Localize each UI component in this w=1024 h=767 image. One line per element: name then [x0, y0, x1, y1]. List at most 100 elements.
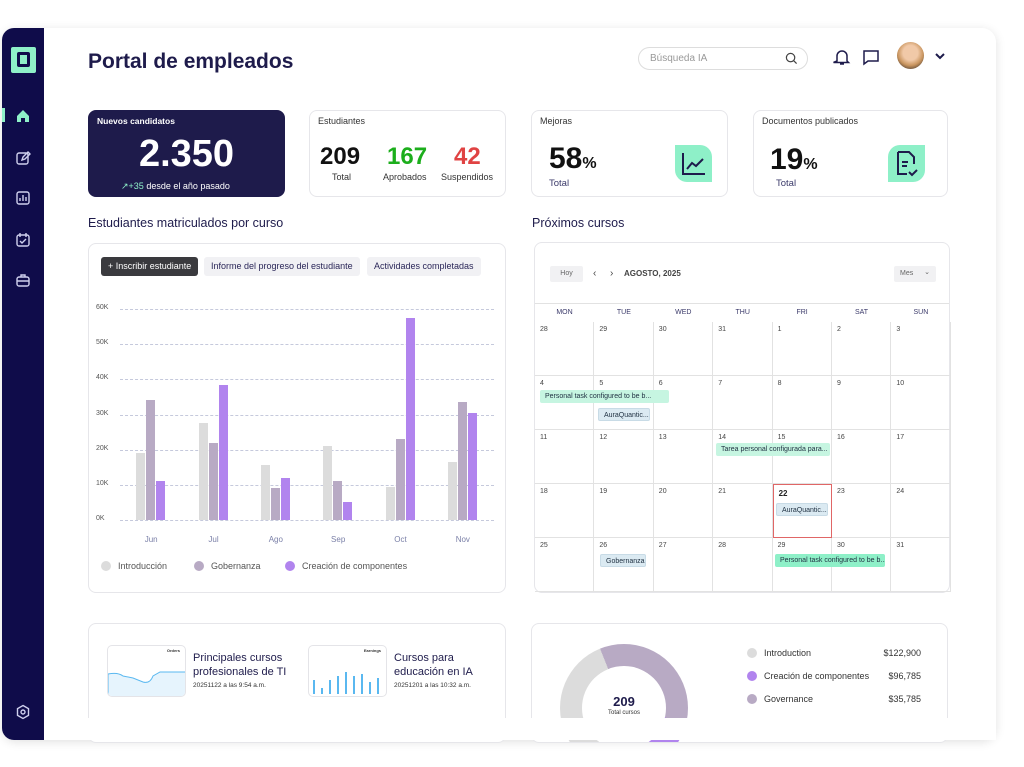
- bar-gobernanza-ago[interactable]: [270, 488, 280, 520]
- calendar-event[interactable]: Personal task configured to be b...: [775, 554, 885, 567]
- calendar-day[interactable]: 27: [653, 538, 714, 592]
- settings-icon[interactable]: [15, 704, 31, 720]
- calendar-day[interactable]: 6: [653, 376, 714, 430]
- calendar-event[interactable]: Gobernanza: [600, 554, 646, 567]
- calendar-day[interactable]: 4: [535, 376, 595, 430]
- calendar-day[interactable]: 2: [832, 322, 892, 376]
- bar-creación-de-componentes-nov[interactable]: [467, 412, 477, 520]
- calendar-day[interactable]: 25: [535, 538, 595, 592]
- avatar[interactable]: [897, 42, 924, 69]
- legend-swatch: [747, 694, 757, 704]
- calendar-day[interactable]: 28: [535, 322, 595, 376]
- calendar-day[interactable]: 15: [772, 430, 832, 484]
- calendar-day[interactable]: 10: [891, 376, 951, 430]
- documents-card: Documentos publicados 19% Total: [753, 110, 948, 197]
- weekday-header: SUN: [913, 309, 929, 316]
- bar-gobernanza-nov[interactable]: [457, 402, 467, 520]
- course-title[interactable]: Principales cursos profesionales de TI: [193, 652, 287, 678]
- calendar-day[interactable]: 31: [891, 538, 951, 592]
- bell-icon[interactable]: [833, 48, 851, 66]
- calendar-day[interactable]: 7: [713, 376, 773, 430]
- bar-gobernanza-oct[interactable]: [395, 439, 405, 520]
- donut-legend-value: $96,785: [888, 671, 921, 681]
- search-placeholder: Búsqueda IA: [650, 53, 708, 64]
- trend-up-icon: ↗: [121, 181, 129, 191]
- calendar-day[interactable]: 21: [713, 484, 773, 538]
- calendar-day[interactable]: 26: [594, 538, 654, 592]
- calendar-day[interactable]: 12: [594, 430, 654, 484]
- course-thumbnail[interactable]: Earnings: [308, 645, 387, 697]
- day-number: 4: [540, 380, 544, 387]
- calendar-day[interactable]: 14: [713, 430, 773, 484]
- view-select-value: Mes: [900, 270, 914, 277]
- calendar-event[interactable]: Personal task configured to be b...: [540, 390, 669, 403]
- bar-introducción-nov[interactable]: [447, 461, 457, 520]
- calendar-day[interactable]: 30: [653, 322, 714, 376]
- search-input[interactable]: Búsqueda IA: [638, 47, 808, 70]
- calendar-day[interactable]: 28: [713, 538, 773, 592]
- edit-icon[interactable]: [15, 150, 31, 166]
- calendar-event[interactable]: AuraQuantic...: [776, 503, 828, 516]
- bar-introducción-oct[interactable]: [385, 486, 395, 520]
- y-tick-label: 40K: [96, 374, 109, 382]
- y-tick-label: 60K: [96, 304, 109, 311]
- gridline: [120, 449, 494, 451]
- prev-month-button[interactable]: ‹: [593, 268, 597, 279]
- bar-creación-de-componentes-jul[interactable]: [218, 384, 228, 520]
- bar-introducción-jun[interactable]: [136, 453, 146, 520]
- calendar-day[interactable]: 3: [891, 322, 951, 376]
- legend-item: Gobernanza: [194, 561, 261, 571]
- calendar-day[interactable]: 11: [535, 430, 595, 484]
- chevron-down-icon[interactable]: [934, 51, 946, 61]
- next-month-button[interactable]: ›: [610, 268, 614, 279]
- enroll-student-button[interactable]: + Inscribir estudiante: [101, 257, 199, 276]
- students-card: Estudiantes 209 Total 167 Aprobados 42 S…: [309, 110, 506, 197]
- total-label: Total: [549, 178, 570, 189]
- calendar-event[interactable]: AuraQuantic...: [598, 408, 650, 421]
- chat-icon[interactable]: [862, 48, 880, 66]
- bar-creación-de-componentes-oct[interactable]: [405, 317, 415, 520]
- course-thumbnail[interactable]: Orders: [107, 645, 186, 697]
- line-chart-icon: [675, 145, 712, 182]
- reports-icon[interactable]: [15, 190, 31, 206]
- bar-creación-de-componentes-jun[interactable]: [156, 481, 166, 520]
- calendar-icon[interactable]: [15, 232, 31, 248]
- calendar-day[interactable]: 24: [891, 484, 951, 538]
- documents-value: 19: [770, 143, 804, 176]
- bar-introducción-ago[interactable]: [260, 465, 270, 520]
- calendar-day[interactable]: 20: [653, 484, 714, 538]
- calendar-day[interactable]: 31: [713, 322, 773, 376]
- today-button[interactable]: Hoy: [550, 266, 583, 282]
- bar-gobernanza-jun[interactable]: [146, 400, 156, 520]
- search-icon[interactable]: [785, 52, 798, 65]
- calendar-day[interactable]: 17: [891, 430, 951, 484]
- bar-gobernanza-jul[interactable]: [208, 443, 218, 520]
- calendar-day[interactable]: 5: [594, 376, 654, 430]
- progress-report-button[interactable]: Informe del progreso del estudiante: [204, 257, 360, 276]
- bar-creación-de-componentes-sep[interactable]: [343, 502, 353, 520]
- bar-introducción-jul[interactable]: [198, 423, 208, 520]
- calendar-day[interactable]: 16: [832, 430, 892, 484]
- calendar-day[interactable]: 13: [653, 430, 714, 484]
- calendar-event[interactable]: Tarea personal configurada para...: [716, 443, 830, 456]
- calendar-day[interactable]: 18: [535, 484, 595, 538]
- calendar-day-today[interactable]: 22: [772, 484, 832, 538]
- x-tick-label: Jul: [208, 535, 219, 544]
- calendar-day[interactable]: 1: [772, 322, 832, 376]
- view-select[interactable]: Mes ⌄: [894, 266, 936, 282]
- bar-creación-de-componentes-ago[interactable]: [280, 477, 290, 520]
- home-icon[interactable]: [15, 108, 31, 124]
- calendar-day[interactable]: 19: [594, 484, 654, 538]
- calendar-day[interactable]: 23: [832, 484, 892, 538]
- briefcase-icon[interactable]: [15, 272, 31, 288]
- failed-label: Suspendidos: [441, 172, 494, 182]
- bar-gobernanza-sep[interactable]: [333, 481, 343, 520]
- course-title[interactable]: Cursos para educación en IA: [394, 652, 473, 678]
- bar-introducción-sep[interactable]: [323, 446, 333, 520]
- calendar-day[interactable]: 30: [832, 538, 892, 592]
- card-label: Estudiantes: [318, 116, 366, 126]
- calendar-day[interactable]: 9: [832, 376, 892, 430]
- completed-activities-button[interactable]: Actividades completadas: [367, 257, 481, 276]
- calendar-day[interactable]: 29: [594, 322, 654, 376]
- calendar-day[interactable]: 8: [772, 376, 832, 430]
